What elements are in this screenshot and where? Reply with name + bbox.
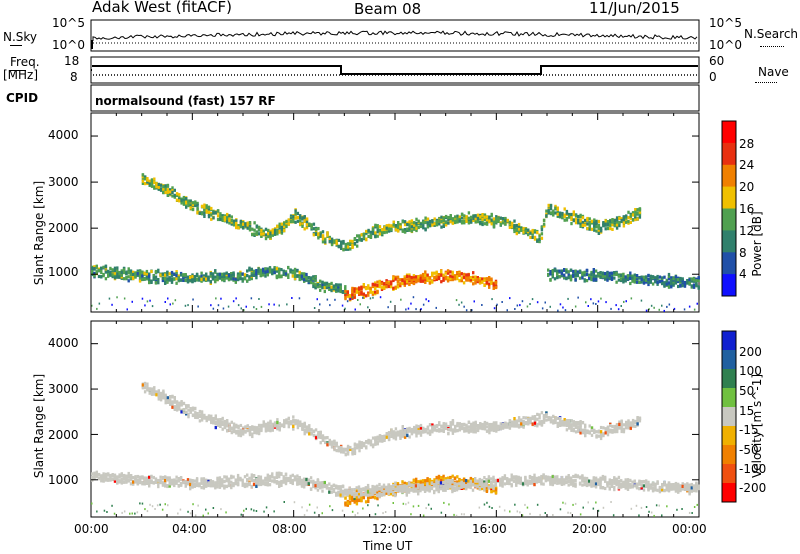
colorbar-swatch-8 bbox=[722, 483, 736, 503]
colorbar-swatch-1 bbox=[722, 350, 736, 370]
echo-band-1 bbox=[91, 264, 347, 296]
power-cbtick-6: 4 bbox=[739, 267, 747, 281]
freq-line-key bbox=[10, 70, 26, 71]
freq-unit-label: [MHz] bbox=[3, 68, 39, 82]
xtick-6: 00:00 bbox=[672, 522, 707, 536]
xtick-4: 16:00 bbox=[472, 522, 507, 536]
colorbar-swatch-0 bbox=[722, 331, 736, 351]
echo-band-2 bbox=[344, 269, 498, 302]
velocity-cbtick-1: 100 bbox=[739, 364, 762, 378]
date-title: 11/Jun/2015 bbox=[589, 0, 680, 17]
colorbar-swatch-5 bbox=[722, 426, 736, 446]
xtick-5: 20:00 bbox=[572, 522, 607, 536]
colorbar-swatch-2 bbox=[722, 369, 736, 389]
xtick-1: 04:00 bbox=[172, 522, 207, 536]
velocity-cbtick-0: 200 bbox=[739, 345, 762, 359]
colorbar-swatch-6 bbox=[722, 252, 736, 275]
xtick-3: 12:00 bbox=[372, 522, 407, 536]
power-echoes bbox=[91, 173, 700, 312]
power-cbtick-3: 16 bbox=[739, 202, 755, 216]
power-cbtick-2: 20 bbox=[739, 180, 755, 194]
velocity-ytick-2000: 2000 bbox=[48, 428, 79, 442]
nave-label: Nave bbox=[758, 65, 789, 79]
power-panel-frame bbox=[90, 112, 700, 313]
freq-label: Freq. bbox=[10, 55, 40, 69]
colorbar-swatch-4 bbox=[722, 208, 736, 231]
nave-tick-top: 60 bbox=[709, 54, 725, 68]
cpid-panel-frame bbox=[90, 84, 700, 112]
colorbar-swatch-6 bbox=[722, 445, 736, 465]
ground-scatter bbox=[91, 501, 698, 517]
colorbar-swatch-2 bbox=[722, 164, 736, 188]
echo-band-3 bbox=[547, 267, 700, 290]
colorbar-swatch-3 bbox=[722, 388, 736, 408]
power-ytick-4000: 4000 bbox=[48, 128, 79, 142]
power-ytick-2000: 2000 bbox=[48, 221, 79, 235]
freq-trace bbox=[92, 65, 698, 75]
axis-ticks bbox=[90, 113, 700, 517]
beam-title: Beam 08 bbox=[354, 0, 422, 18]
power-colorbar bbox=[721, 120, 737, 297]
echo-band-0 bbox=[141, 173, 642, 252]
ground-scatter bbox=[91, 296, 698, 312]
nsky-edge bbox=[91, 40, 93, 71]
colorbar-swatch-4 bbox=[722, 407, 736, 427]
velocity-ytick-4000: 4000 bbox=[48, 336, 79, 350]
velocity-cbtick-2: 50 bbox=[739, 384, 755, 398]
colorbar-swatch-3 bbox=[722, 186, 736, 209]
power-cbtick-5: 8 bbox=[739, 246, 747, 260]
xtick-0: 00:00 bbox=[74, 522, 109, 536]
velocity-echoes bbox=[91, 381, 700, 517]
velocity-cbtick-7: -200 bbox=[739, 481, 767, 495]
nsky-label: N.Sky bbox=[3, 30, 38, 44]
nsky-tick-top: 10^5 bbox=[52, 16, 85, 30]
colorbar-swatch-7 bbox=[722, 274, 736, 297]
xtick-2: 08:00 bbox=[272, 522, 307, 536]
nsearch-tick-bottom: 10^0 bbox=[709, 38, 742, 52]
nsky-panel-frame bbox=[90, 19, 700, 52]
xlabel: Time UT bbox=[363, 539, 413, 553]
colorbar-swatch-7 bbox=[722, 464, 736, 484]
freq-panel-frame bbox=[90, 56, 700, 84]
nsky-trace bbox=[92, 30, 698, 44]
nsearch-line-key bbox=[760, 46, 784, 47]
nsearch-label: N.Search bbox=[744, 27, 799, 41]
nsky-line-key bbox=[10, 45, 22, 46]
nsearch-tick-top: 10^5 bbox=[709, 16, 742, 30]
nsky-line bbox=[92, 30, 698, 41]
colorbar-swatch-0 bbox=[722, 121, 736, 144]
nave-tick-bottom: 0 bbox=[709, 70, 717, 84]
power-ytick-3000: 3000 bbox=[48, 175, 79, 189]
velocity-cbtick-6: -100 bbox=[739, 462, 767, 476]
colorbar-swatch-5 bbox=[722, 230, 736, 253]
colorbar-swatch-1 bbox=[722, 142, 736, 166]
power-cbtick-1: 24 bbox=[739, 158, 755, 172]
power-ytick-1000: 1000 bbox=[48, 265, 79, 279]
freq-tick-top: 18 bbox=[64, 54, 80, 68]
velocity-colorbar bbox=[721, 330, 737, 503]
nave-line-key bbox=[755, 82, 777, 83]
nsky-tick-bottom: 10^0 bbox=[52, 38, 85, 52]
velocity-cbtick-3: 15 bbox=[739, 404, 755, 418]
echo-band-0 bbox=[141, 381, 642, 457]
power-cbtick-4: 12 bbox=[739, 224, 755, 238]
cpid-text: normalsound (fast) 157 RF bbox=[95, 94, 276, 108]
echo-band-2 bbox=[91, 470, 700, 499]
velocity-cbtick-4: -15 bbox=[739, 423, 759, 437]
velocity-ytick-3000: 3000 bbox=[48, 382, 79, 396]
cpid-label: CPID bbox=[6, 91, 39, 105]
freq-tick-bottom: 8 bbox=[70, 70, 78, 84]
velocity-ytick-1000: 1000 bbox=[48, 473, 79, 487]
velocity-cbtick-5: -50 bbox=[739, 443, 759, 457]
power-cbtick-0: 28 bbox=[739, 137, 755, 151]
station-title: Adak West (fitACF) bbox=[92, 0, 232, 16]
